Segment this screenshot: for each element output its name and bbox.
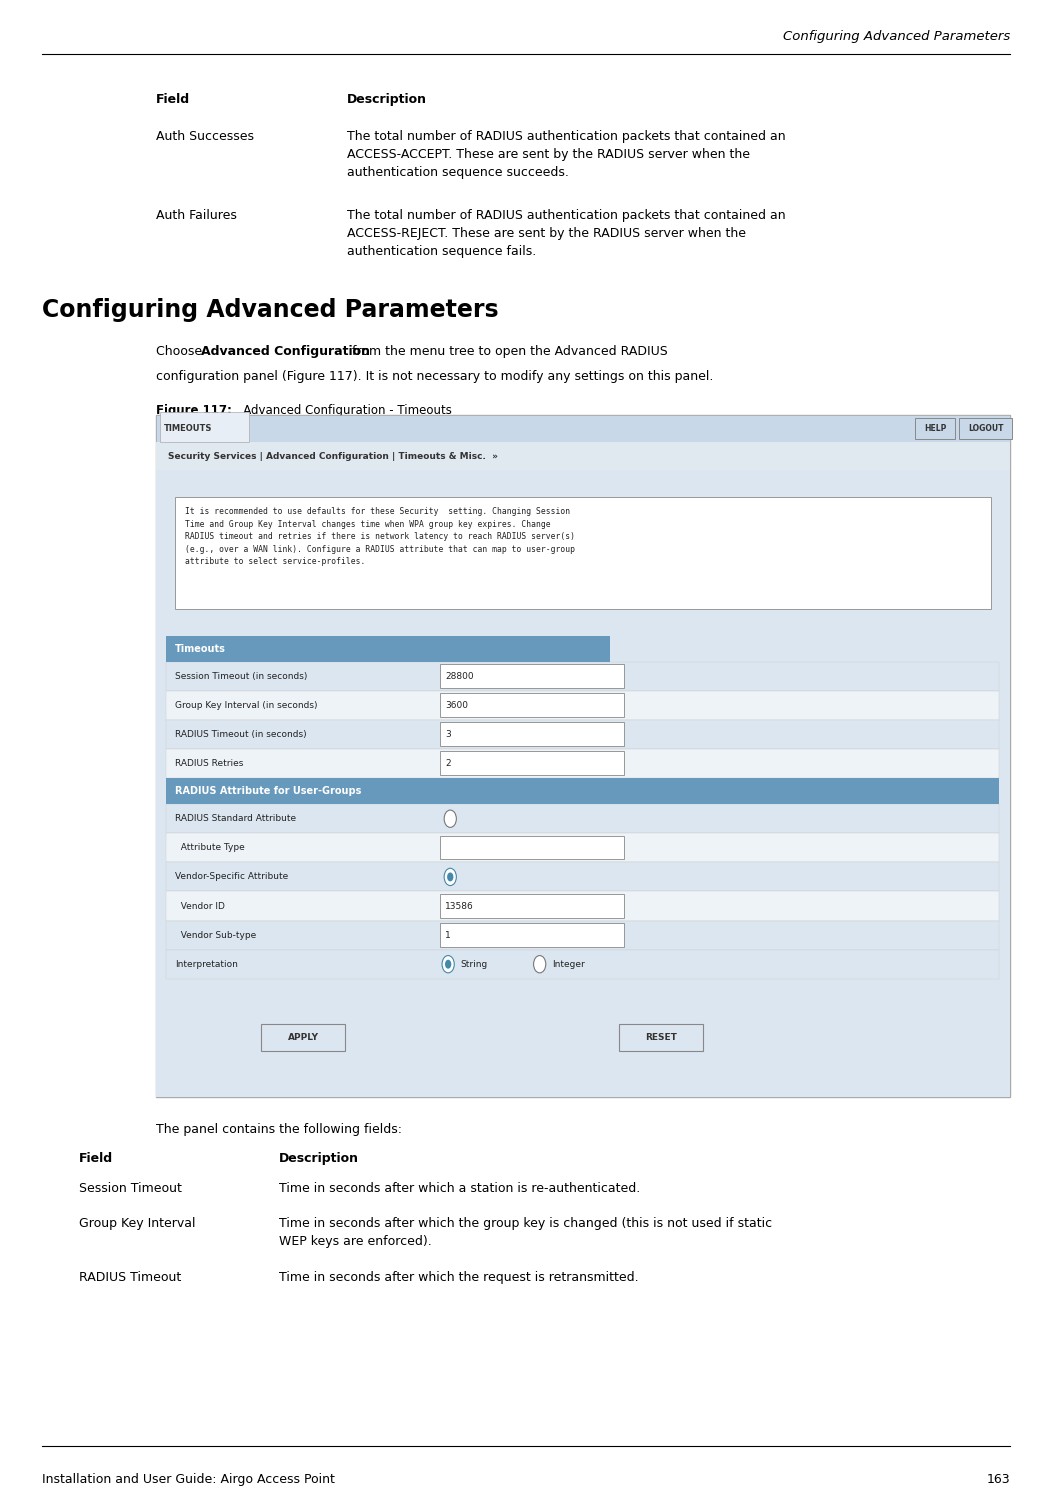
Bar xyxy=(440,664,624,688)
Bar xyxy=(959,418,1012,439)
Circle shape xyxy=(533,955,546,973)
Bar xyxy=(156,415,1010,442)
Text: APPLY: APPLY xyxy=(287,1032,319,1043)
Bar xyxy=(166,833,999,862)
Text: Vendor ID: Vendor ID xyxy=(175,901,224,910)
Text: The total number of RADIUS authentication packets that contained an
ACCESS-REJEC: The total number of RADIUS authenticatio… xyxy=(347,209,786,258)
Text: LOGOUT: LOGOUT xyxy=(968,424,1004,433)
Bar xyxy=(166,661,999,691)
Text: RESET: RESET xyxy=(645,1032,676,1043)
Text: Configuring Advanced Parameters: Configuring Advanced Parameters xyxy=(42,298,499,322)
Text: Time in seconds after which a station is re-authenticated.: Time in seconds after which a station is… xyxy=(279,1182,640,1195)
Text: Attribute Type: Attribute Type xyxy=(175,843,244,852)
Text: Group Key Interval (in seconds): Group Key Interval (in seconds) xyxy=(175,701,317,710)
Text: Vendor-Specific Attribute: Vendor-Specific Attribute xyxy=(175,873,288,882)
Text: 2: 2 xyxy=(445,759,450,768)
Text: from the menu tree to open the Advanced RADIUS: from the menu tree to open the Advanced … xyxy=(348,345,668,358)
Bar xyxy=(156,442,1010,470)
Text: configuration panel (Figure 117). It is not necessary to modify any settings on : configuration panel (Figure 117). It is … xyxy=(156,370,713,383)
Bar xyxy=(166,891,999,921)
Bar xyxy=(166,921,999,949)
Bar xyxy=(175,497,991,609)
Bar xyxy=(160,412,249,442)
Bar xyxy=(915,418,955,439)
Text: Session Timeout: Session Timeout xyxy=(79,1182,182,1195)
Text: Interpretation: Interpretation xyxy=(175,959,238,968)
Text: Field: Field xyxy=(79,1152,113,1165)
Text: Figure 117:: Figure 117: xyxy=(156,404,231,418)
Circle shape xyxy=(445,959,451,968)
Text: RADIUS Retries: RADIUS Retries xyxy=(175,759,243,768)
Bar xyxy=(166,862,999,891)
Text: Installation and User Guide: Airgo Access Point: Installation and User Guide: Airgo Acces… xyxy=(42,1474,335,1486)
Bar xyxy=(166,777,999,804)
Text: Timeouts: Timeouts xyxy=(175,643,225,653)
Circle shape xyxy=(444,868,457,886)
Text: 3600: 3600 xyxy=(445,701,468,710)
Bar xyxy=(166,636,610,661)
Text: Choose: Choose xyxy=(156,345,206,358)
Bar xyxy=(261,1024,345,1050)
Text: RADIUS Attribute for User-Groups: RADIUS Attribute for User-Groups xyxy=(175,786,361,797)
Circle shape xyxy=(444,810,457,828)
Text: 1: 1 xyxy=(445,931,450,940)
Bar xyxy=(440,722,624,746)
Text: The panel contains the following fields:: The panel contains the following fields: xyxy=(156,1123,402,1137)
Text: Session Timeout (in seconds): Session Timeout (in seconds) xyxy=(175,671,307,680)
Circle shape xyxy=(442,955,454,973)
Text: String: String xyxy=(461,959,488,968)
Text: Description: Description xyxy=(279,1152,359,1165)
Bar xyxy=(156,415,1010,1097)
Bar xyxy=(440,692,624,716)
Bar xyxy=(440,836,624,859)
Bar xyxy=(166,691,999,719)
Text: Auth Failures: Auth Failures xyxy=(156,209,237,222)
Text: Configuring Advanced Parameters: Configuring Advanced Parameters xyxy=(783,30,1010,42)
Text: Auth Successes: Auth Successes xyxy=(156,130,254,143)
Text: RADIUS Timeout (in seconds): RADIUS Timeout (in seconds) xyxy=(175,730,306,739)
Bar xyxy=(166,749,999,777)
Text: 3: 3 xyxy=(445,730,450,739)
Text: Vendor Sub-type: Vendor Sub-type xyxy=(175,931,256,940)
Text: TIMEOUTS: TIMEOUTS xyxy=(164,424,213,433)
Bar xyxy=(619,1024,703,1050)
Text: Time in seconds after which the request is retransmitted.: Time in seconds after which the request … xyxy=(279,1271,639,1285)
Text: It is recommended to use defaults for these Security  setting. Changing Session
: It is recommended to use defaults for th… xyxy=(185,507,575,567)
Text: Time in seconds after which the group key is changed (this is not used if static: Time in seconds after which the group ke… xyxy=(279,1217,772,1249)
Bar xyxy=(156,470,1010,1097)
Text: 28800: 28800 xyxy=(445,671,473,680)
Text: RADIUS Timeout: RADIUS Timeout xyxy=(79,1271,181,1285)
Text: RADIUS Standard Attribute: RADIUS Standard Attribute xyxy=(175,815,296,824)
Text: Security Services | Advanced Configuration | Timeouts & Misc.  »: Security Services | Advanced Configurati… xyxy=(168,452,499,461)
Bar xyxy=(440,922,624,946)
Bar xyxy=(166,804,999,833)
Text: Group Key Interval: Group Key Interval xyxy=(79,1217,196,1231)
Text: 13586: 13586 xyxy=(445,901,473,910)
Text: Advanced Configuration - Timeouts: Advanced Configuration - Timeouts xyxy=(232,404,452,418)
Text: HELP: HELP xyxy=(924,424,947,433)
Text: Field: Field xyxy=(156,93,189,106)
Text: The total number of RADIUS authentication packets that contained an
ACCESS-ACCEP: The total number of RADIUS authenticatio… xyxy=(347,130,786,179)
Text: Advanced Configuration: Advanced Configuration xyxy=(201,345,370,358)
Bar xyxy=(166,719,999,749)
Text: 163: 163 xyxy=(987,1474,1010,1486)
Bar xyxy=(166,949,999,979)
Bar xyxy=(440,750,624,774)
Bar xyxy=(440,894,624,918)
Text: Integer: Integer xyxy=(552,959,585,968)
Circle shape xyxy=(447,873,453,882)
Text: Description: Description xyxy=(347,93,427,106)
